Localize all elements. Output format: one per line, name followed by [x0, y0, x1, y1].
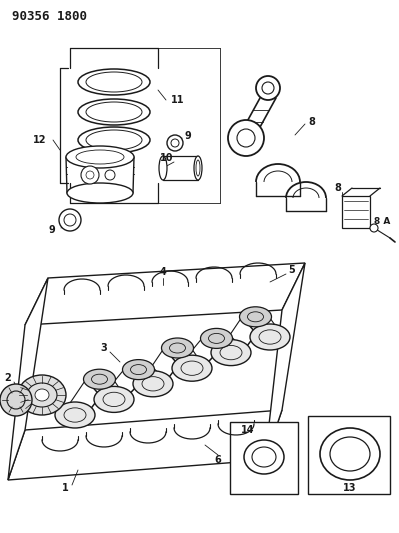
- Ellipse shape: [67, 183, 133, 203]
- Text: 1: 1: [61, 483, 68, 493]
- Ellipse shape: [59, 209, 81, 231]
- Polygon shape: [8, 278, 48, 480]
- Ellipse shape: [239, 307, 271, 327]
- Text: 5: 5: [288, 265, 295, 275]
- Ellipse shape: [105, 170, 115, 180]
- Bar: [230, 422, 298, 494]
- Ellipse shape: [86, 171, 94, 179]
- Ellipse shape: [55, 402, 95, 428]
- Ellipse shape: [211, 340, 251, 366]
- Ellipse shape: [66, 146, 134, 168]
- Ellipse shape: [83, 369, 115, 389]
- Ellipse shape: [228, 120, 264, 156]
- Ellipse shape: [162, 338, 194, 358]
- Ellipse shape: [209, 334, 225, 343]
- Text: 8: 8: [335, 183, 342, 193]
- Text: 11: 11: [171, 95, 185, 105]
- Text: 13: 13: [343, 483, 357, 493]
- Ellipse shape: [252, 447, 276, 467]
- Ellipse shape: [194, 156, 202, 180]
- Ellipse shape: [133, 371, 173, 397]
- Text: 8 A: 8 A: [374, 217, 390, 227]
- Ellipse shape: [320, 428, 380, 480]
- Ellipse shape: [256, 76, 280, 100]
- Ellipse shape: [130, 365, 146, 375]
- Polygon shape: [8, 410, 282, 480]
- Text: 6: 6: [215, 455, 221, 465]
- Ellipse shape: [18, 375, 66, 415]
- Ellipse shape: [250, 324, 290, 350]
- Text: 4: 4: [160, 267, 166, 277]
- Ellipse shape: [86, 130, 142, 150]
- Ellipse shape: [94, 386, 134, 413]
- Text: 9: 9: [49, 225, 55, 235]
- Bar: [308, 416, 390, 494]
- Text: 2: 2: [5, 373, 12, 383]
- Text: 8: 8: [308, 117, 316, 127]
- Text: 12: 12: [33, 135, 47, 145]
- Text: 3: 3: [101, 343, 107, 353]
- Ellipse shape: [244, 440, 284, 474]
- Ellipse shape: [64, 214, 76, 226]
- Ellipse shape: [76, 150, 124, 164]
- Ellipse shape: [78, 99, 150, 125]
- Ellipse shape: [262, 82, 274, 94]
- Ellipse shape: [247, 312, 263, 322]
- Ellipse shape: [171, 139, 179, 147]
- Ellipse shape: [259, 330, 281, 344]
- Ellipse shape: [201, 328, 233, 349]
- Ellipse shape: [122, 360, 154, 379]
- Polygon shape: [25, 263, 305, 325]
- Text: 10: 10: [160, 153, 174, 163]
- Ellipse shape: [142, 377, 164, 391]
- Ellipse shape: [170, 343, 186, 353]
- Ellipse shape: [237, 129, 255, 147]
- Ellipse shape: [35, 389, 49, 401]
- Ellipse shape: [159, 156, 167, 180]
- Ellipse shape: [196, 160, 200, 176]
- Ellipse shape: [172, 355, 212, 381]
- Text: 90356 1800: 90356 1800: [12, 11, 87, 23]
- Polygon shape: [265, 263, 305, 460]
- Ellipse shape: [78, 127, 150, 153]
- Ellipse shape: [86, 72, 142, 92]
- Ellipse shape: [103, 392, 125, 407]
- Ellipse shape: [181, 361, 203, 375]
- Ellipse shape: [86, 102, 142, 122]
- Ellipse shape: [220, 345, 242, 360]
- Ellipse shape: [7, 391, 25, 409]
- Ellipse shape: [330, 437, 370, 471]
- Polygon shape: [342, 196, 370, 228]
- Text: 14: 14: [241, 425, 255, 435]
- Ellipse shape: [0, 384, 32, 416]
- Ellipse shape: [167, 135, 183, 151]
- Ellipse shape: [78, 69, 150, 95]
- Ellipse shape: [81, 166, 99, 184]
- Ellipse shape: [64, 408, 86, 422]
- Text: 9: 9: [185, 131, 192, 141]
- Ellipse shape: [91, 374, 107, 384]
- Ellipse shape: [27, 383, 57, 407]
- Ellipse shape: [370, 224, 378, 232]
